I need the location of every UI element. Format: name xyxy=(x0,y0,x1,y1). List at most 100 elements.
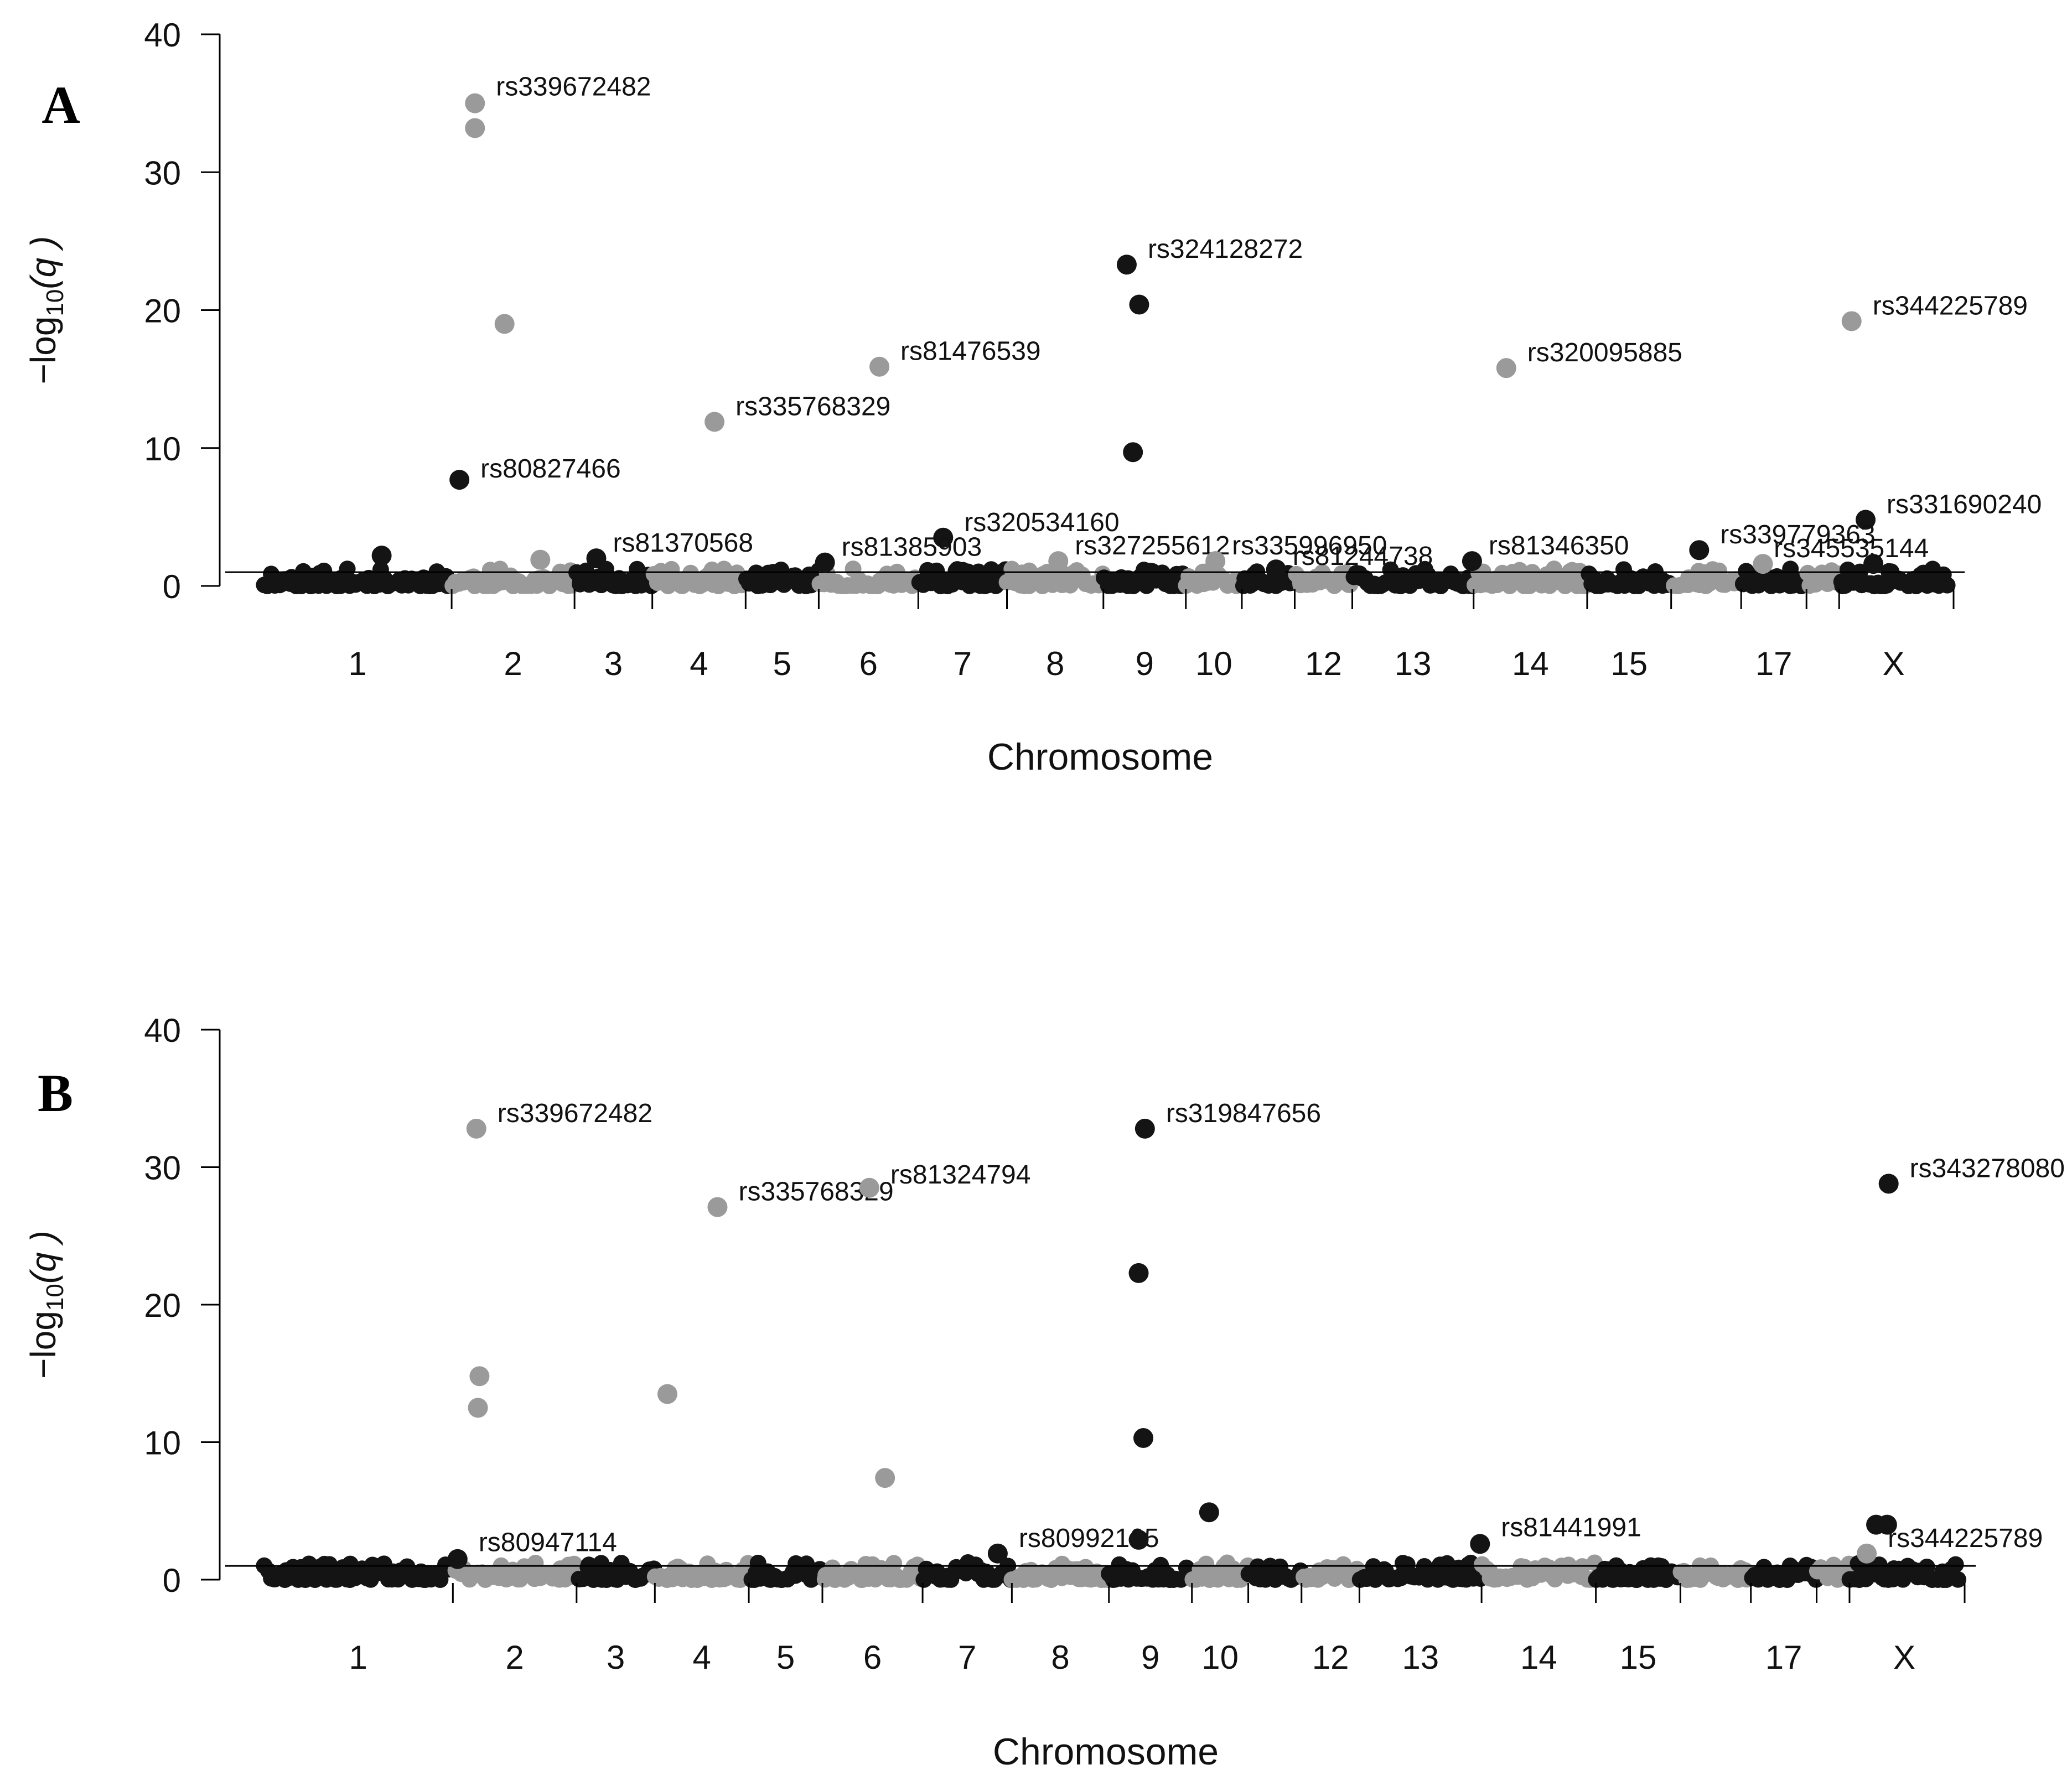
x-tick-label: 1 xyxy=(349,1639,367,1676)
snp-label: rs81324794 xyxy=(890,1160,1031,1190)
x-tick-label: 9 xyxy=(1136,645,1154,682)
snp-label: rs80827466 xyxy=(480,454,621,484)
x-tick-label: 12 xyxy=(1305,645,1342,682)
x-tick-label: 10 xyxy=(1201,1639,1239,1676)
x-tick-label: 8 xyxy=(1051,1639,1069,1676)
snp-label: rs324128272 xyxy=(1148,235,1303,264)
snp-label: rs81385903 xyxy=(842,533,982,562)
highlight-snp-point xyxy=(1205,551,1226,572)
snp-label: rs81244738 xyxy=(1293,542,1433,571)
x-tick-label: 1 xyxy=(348,645,366,682)
x-tick-label: 5 xyxy=(773,645,791,682)
highlight-snp-point xyxy=(657,1384,677,1404)
y-tick-label: 20 xyxy=(144,1287,181,1324)
snp-point xyxy=(1501,577,1518,594)
y-axis-label: −log10(q ) xyxy=(23,236,69,385)
chromosome-4-snp-band xyxy=(646,1555,757,1588)
highlight-snp-point xyxy=(1877,1514,1897,1535)
snp-label: rs339672482 xyxy=(496,72,651,102)
highlight-snp-point xyxy=(1470,1534,1490,1554)
snp-point xyxy=(527,1555,544,1571)
highlight-snp-point xyxy=(1135,1118,1155,1139)
x-tick-label: 7 xyxy=(954,645,972,682)
x-tick-label: 17 xyxy=(1765,1639,1802,1676)
x-tick-label: 3 xyxy=(607,1639,625,1676)
highlight-snp-point xyxy=(586,548,607,569)
highlight-snp-point xyxy=(1266,559,1286,580)
highlight-snp-point xyxy=(1857,1543,1877,1564)
x-tick-label: 3 xyxy=(604,645,623,682)
chromosome-1-snp-band xyxy=(256,560,459,594)
snp-label: rs339672482 xyxy=(498,1099,652,1128)
x-tick-label: X xyxy=(1893,1639,1915,1676)
chromosome-2-snp-band xyxy=(444,560,581,594)
chromosome-2-snp-band xyxy=(447,1555,583,1588)
snp-point xyxy=(1947,1556,1964,1573)
chromosome-16-snp-band xyxy=(1666,561,1747,594)
x-tick-label: X xyxy=(1883,645,1905,682)
highlight-snp-point xyxy=(466,1118,486,1139)
y-tick-label: 10 xyxy=(144,1425,181,1462)
snp-label: rs327255612 xyxy=(1075,531,1230,560)
y-tick-label: 40 xyxy=(144,1012,181,1049)
highlight-snp-point xyxy=(468,1398,488,1418)
highlight-snp-point xyxy=(1133,1428,1153,1449)
snp-point xyxy=(885,1555,903,1572)
snp-label: rs335996950 xyxy=(1232,531,1387,560)
highlight-snp-point xyxy=(449,470,470,490)
x-tick-label: 7 xyxy=(958,1639,976,1676)
snp-label: rs335768329 xyxy=(735,392,890,421)
y-tick-label: 20 xyxy=(144,293,181,330)
chromosome-14-snp-band xyxy=(1474,1554,1603,1588)
chromosome-11-snp-band xyxy=(1235,563,1301,594)
chromosome-15-snp-band xyxy=(1581,561,1677,594)
x-tick-label: 15 xyxy=(1610,645,1648,682)
x-tick-label: 13 xyxy=(1395,645,1432,682)
snp-label: rs339779363 xyxy=(1720,520,1875,549)
highlight-snp-point xyxy=(1689,540,1710,560)
snp-label: rs81441991 xyxy=(1501,1513,1641,1542)
highlight-snp-point xyxy=(815,552,835,573)
x-tick-label: 9 xyxy=(1141,1639,1159,1676)
highlight-snp-point xyxy=(987,1543,1008,1564)
highlight-snp-point xyxy=(869,356,890,377)
highlight-snp-point xyxy=(371,546,392,566)
chromosome-9-snp-band xyxy=(1095,562,1194,594)
x-tick-label: 10 xyxy=(1195,645,1232,682)
snp-label: rs81370568 xyxy=(613,528,753,558)
highlight-snp-point xyxy=(875,1468,895,1488)
x-tick-label: 6 xyxy=(859,645,878,682)
snp-label: rs320095885 xyxy=(1527,338,1682,367)
highlight-snp-point xyxy=(705,412,725,432)
chromosome-1-snp-band xyxy=(256,1555,462,1588)
y-tick-label: 30 xyxy=(144,1150,181,1187)
chromosome-14-snp-band xyxy=(1467,560,1594,594)
y-tick-label: 0 xyxy=(163,1562,181,1599)
x-tick-label: 17 xyxy=(1755,645,1793,682)
y-axis-label: −log10(q ) xyxy=(23,1231,69,1379)
chromosome-8-snp-band xyxy=(1003,1555,1117,1588)
chromosome-5-snp-band xyxy=(738,562,827,594)
chromosome-X-snp-band xyxy=(1833,560,1956,594)
chromosome-10-snp-band xyxy=(1184,1554,1256,1588)
snp-label: rs80947114 xyxy=(479,1528,617,1558)
highlight-snp-point xyxy=(469,1366,490,1387)
x-tick-label: 2 xyxy=(504,645,522,682)
snp-point xyxy=(566,1555,583,1572)
highlight-snp-point xyxy=(1878,1174,1899,1194)
highlight-snp-point xyxy=(465,118,485,138)
x-tick-label: 2 xyxy=(505,1639,524,1676)
chromosome-3-snp-band xyxy=(571,1555,662,1588)
panel-letter: A xyxy=(42,75,80,134)
highlight-snp-point xyxy=(1496,358,1516,378)
highlight-snp-point xyxy=(707,1197,728,1217)
y-tick-label: 30 xyxy=(144,154,181,191)
highlight-snp-point xyxy=(1462,551,1482,572)
x-tick-label: 15 xyxy=(1620,1639,1657,1676)
highlight-snp-point xyxy=(933,527,954,548)
highlight-snp-point xyxy=(1753,554,1773,574)
snp-label: rs344225789 xyxy=(1888,1524,2043,1553)
highlight-snp-point xyxy=(1129,294,1149,315)
